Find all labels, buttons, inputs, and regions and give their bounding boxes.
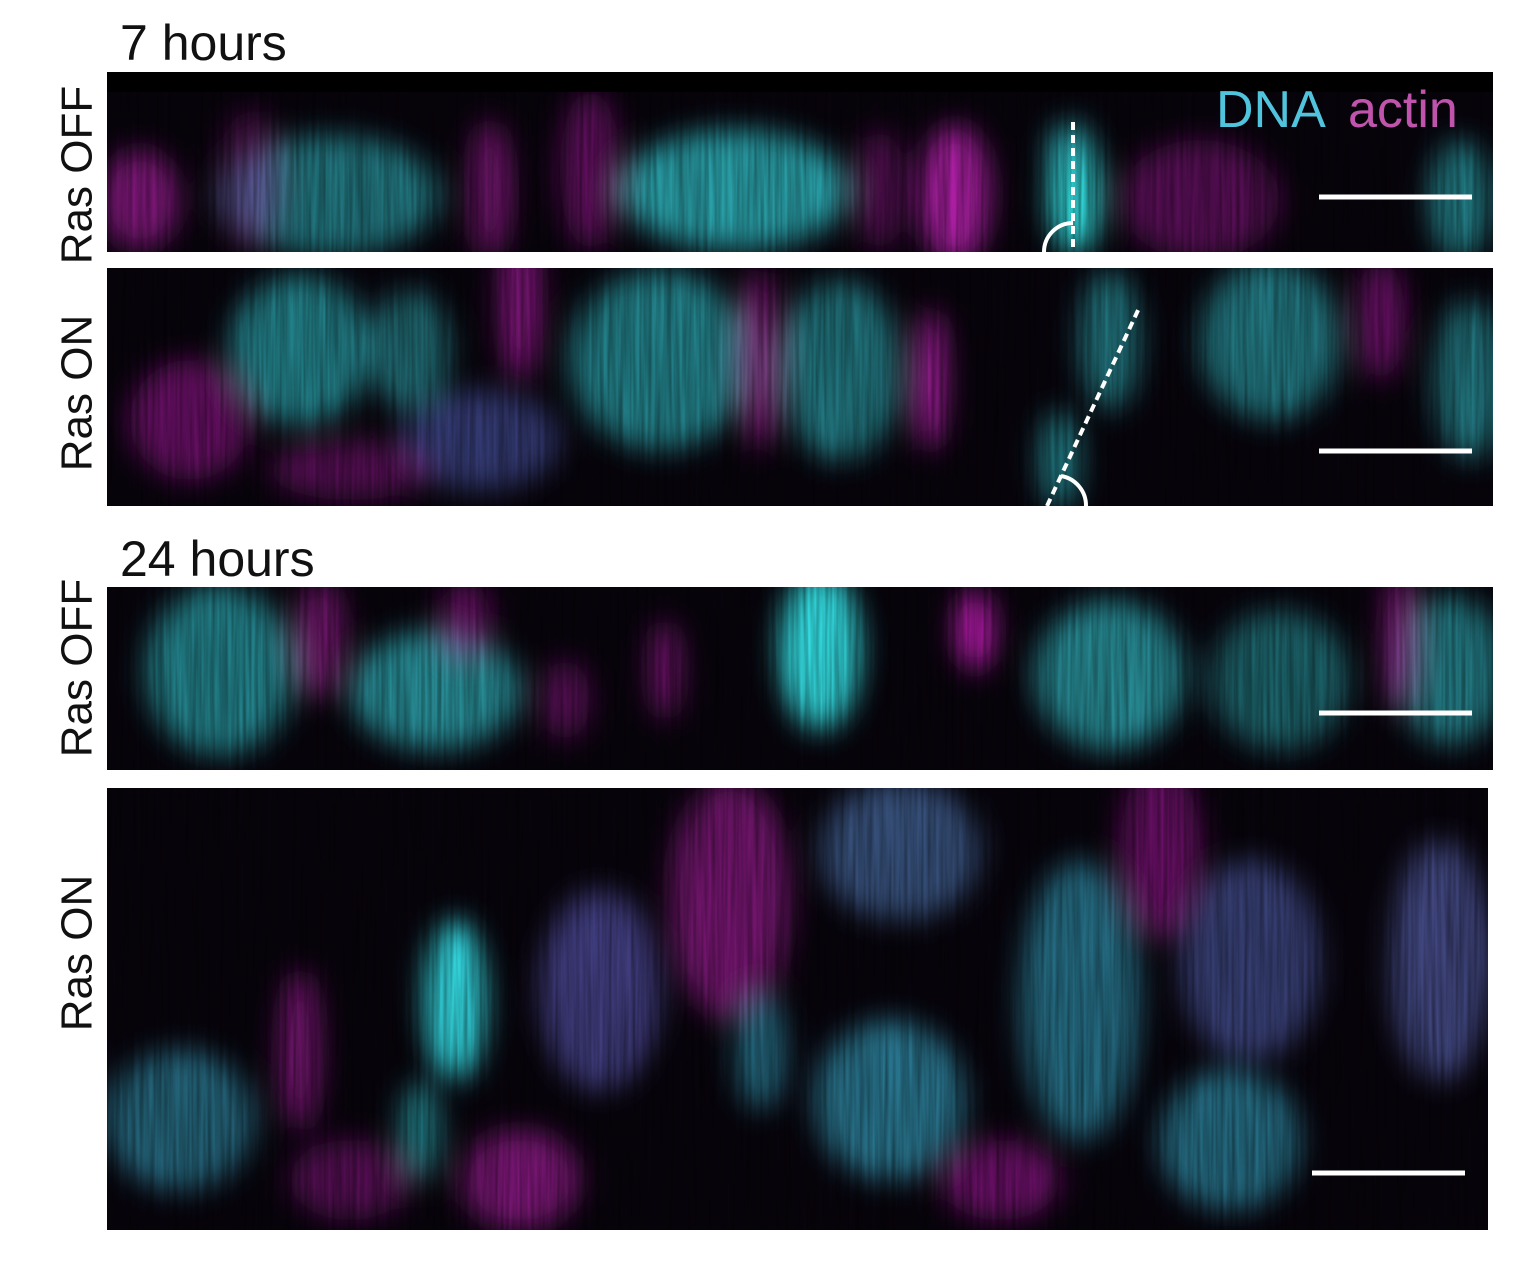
noise-streaks — [107, 72, 1493, 252]
noise-streaks — [107, 788, 1488, 1230]
time-title: 24 hours — [120, 531, 315, 587]
micrograph-panel — [107, 268, 1493, 506]
dark-strip — [107, 72, 1493, 92]
micrograph-panel — [107, 788, 1488, 1230]
row-label: Ras OFF — [53, 579, 102, 757]
noise-streaks — [107, 268, 1493, 506]
angle-annotations — [1042, 122, 1142, 507]
noise-streaks — [107, 587, 1493, 770]
axis-line — [1045, 305, 1142, 507]
legend-actin: actin — [1348, 81, 1458, 139]
legend-dna: DNA — [1216, 81, 1326, 139]
micrographs — [107, 72, 1493, 1230]
scale-bars — [1312, 194, 1472, 1176]
time-title: 7 hours — [120, 15, 287, 71]
row-label: Ras ON — [53, 315, 102, 471]
micrograph-panel — [107, 72, 1493, 252]
row-label: Ras OFF — [53, 86, 102, 264]
row-label: Ras ON — [53, 875, 102, 1031]
angle-arc — [1060, 474, 1089, 507]
micrograph-panel — [107, 587, 1493, 770]
angle-arc — [1042, 221, 1074, 253]
